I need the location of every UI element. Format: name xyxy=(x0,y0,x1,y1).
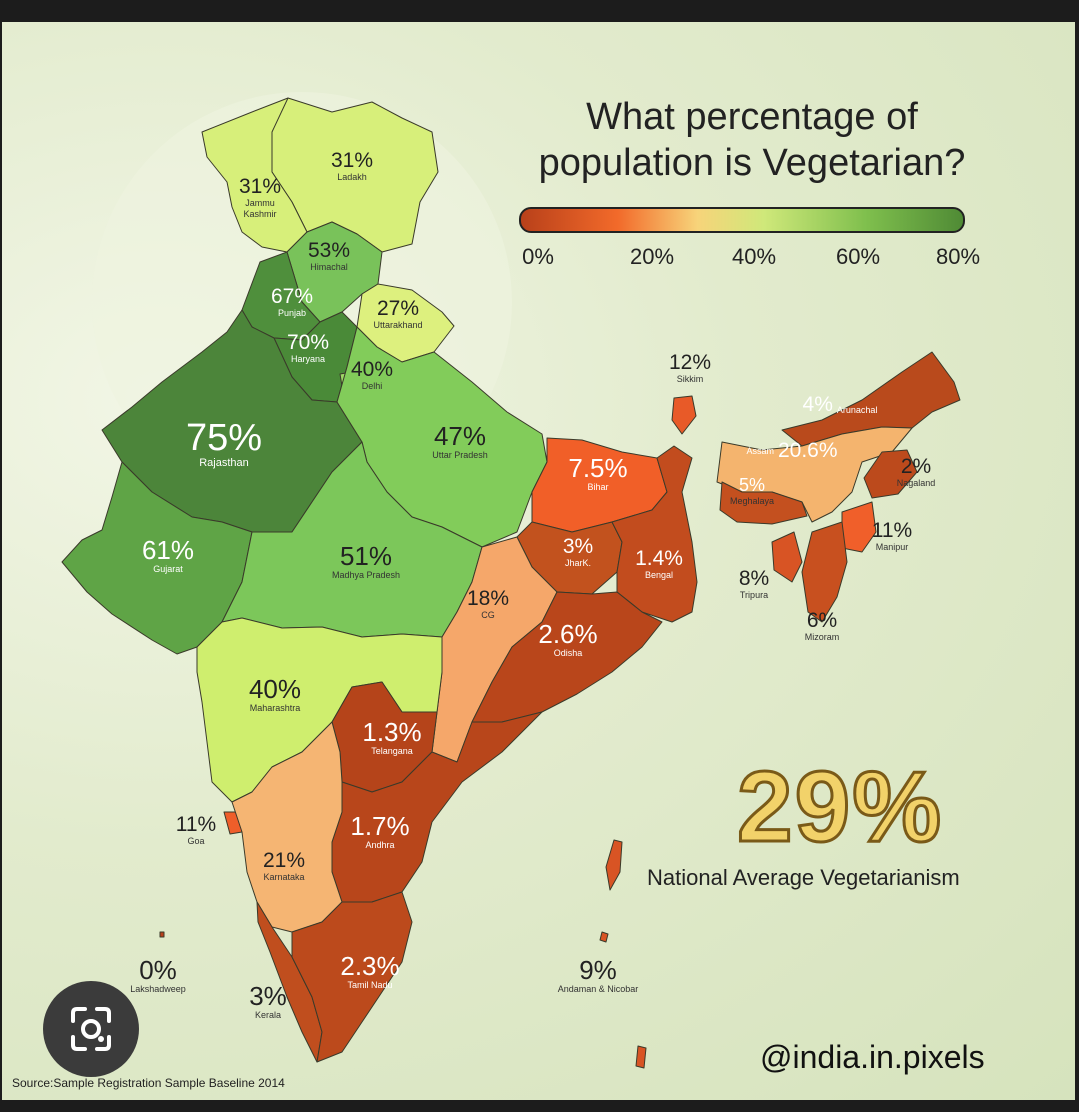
legend-tick: 40% xyxy=(731,244,777,269)
region-sikkim xyxy=(671,395,697,435)
region-odisha xyxy=(471,591,663,723)
label-maharashtra: 40% Maharashtra xyxy=(248,674,302,713)
label-haryana: 70% Haryana xyxy=(286,331,330,365)
label-nagaland: 2% Nagaland xyxy=(896,455,936,489)
region-tamil-nadu xyxy=(291,891,413,1063)
india-map xyxy=(61,92,965,1069)
label-jharkhand: 3% JharK. xyxy=(562,535,594,569)
label-tamil-nadu: 2.3% Tamil Nadu xyxy=(340,951,400,990)
label-kerala: 3% Kerala xyxy=(249,981,287,1020)
label-jammu-kashmir: 31% Jammu Kashmir xyxy=(238,175,282,220)
region-lakshadweep xyxy=(159,931,165,938)
label-punjab: 67% Punjab xyxy=(270,285,314,319)
national-average-label: National Average Vegetarianism xyxy=(647,865,960,890)
lens-icon xyxy=(71,1007,111,1051)
label-uttarakhand: 27% Uttarakhand xyxy=(373,297,423,331)
label-assam: Assam 20.6% xyxy=(746,439,838,462)
source-note: Source:Sample Registration Sample Baseli… xyxy=(12,1076,285,1090)
label-delhi: 40% Delhi xyxy=(350,358,394,392)
label-uttar-pradesh: 47% Uttar Pradesh xyxy=(432,421,488,460)
label-lakshadweep: 0% Lakshadweep xyxy=(130,955,186,994)
label-andhra: 1.7% Andhra xyxy=(350,811,410,850)
region-mizoram xyxy=(801,521,848,623)
label-goa: 11% Goa xyxy=(175,813,217,847)
region-meghalaya xyxy=(719,481,808,525)
legend-tick: 20% xyxy=(629,244,675,269)
label-rajasthan: 75% Rajasthan xyxy=(185,417,263,469)
label-gujarat: 61% Gujarat xyxy=(141,535,195,574)
region-karnataka xyxy=(231,721,343,933)
legend-tick: 80% xyxy=(935,244,981,269)
infographic-card: What percentage of population is Vegetar… xyxy=(2,22,1075,1100)
region-tripura xyxy=(771,531,803,583)
label-meghalaya: 5% Meghalaya xyxy=(729,475,775,506)
label-bihar: 7.5% Bihar xyxy=(568,453,628,492)
label-telangana: 1.3% Telangana xyxy=(362,717,422,756)
label-chhattisgarh: 18% CG xyxy=(466,587,510,621)
national-average-value: 29% xyxy=(735,750,944,865)
google-lens-button[interactable] xyxy=(43,981,139,1077)
label-mizoram: 6% Mizoram xyxy=(804,609,840,643)
label-odisha: 2.6% Odisha xyxy=(538,619,598,658)
label-himachal: 53% Himachal xyxy=(307,239,351,273)
label-manipur: 11% Manipur xyxy=(871,519,913,553)
label-arunachal: 4% Arunachal xyxy=(802,393,878,416)
legend-tick: 0% xyxy=(522,244,554,269)
label-madhya-pradesh: 51% Madhya Pradesh xyxy=(331,541,401,580)
region-gujarat xyxy=(61,461,253,655)
region-bengal xyxy=(611,445,698,623)
label-karnataka: 21% Karnataka xyxy=(262,849,306,883)
label-tripura: 8% Tripura xyxy=(738,567,770,601)
label-sikkim: 12% Sikkim xyxy=(668,351,712,385)
chart-title: What percentage of population is Vegetar… xyxy=(538,96,966,184)
credit-handle: @india.in.pixels xyxy=(760,1039,985,1075)
legend-color-bar xyxy=(519,207,965,233)
label-bengal: 1.4% Bengal xyxy=(635,547,683,581)
region-nagaland xyxy=(863,449,918,499)
label-andaman: 9% Andaman & Nicobar xyxy=(557,955,639,994)
label-ladakh: 31% Ladakh xyxy=(330,149,374,183)
legend-tick: 60% xyxy=(835,244,881,269)
region-andaman xyxy=(599,839,647,1069)
